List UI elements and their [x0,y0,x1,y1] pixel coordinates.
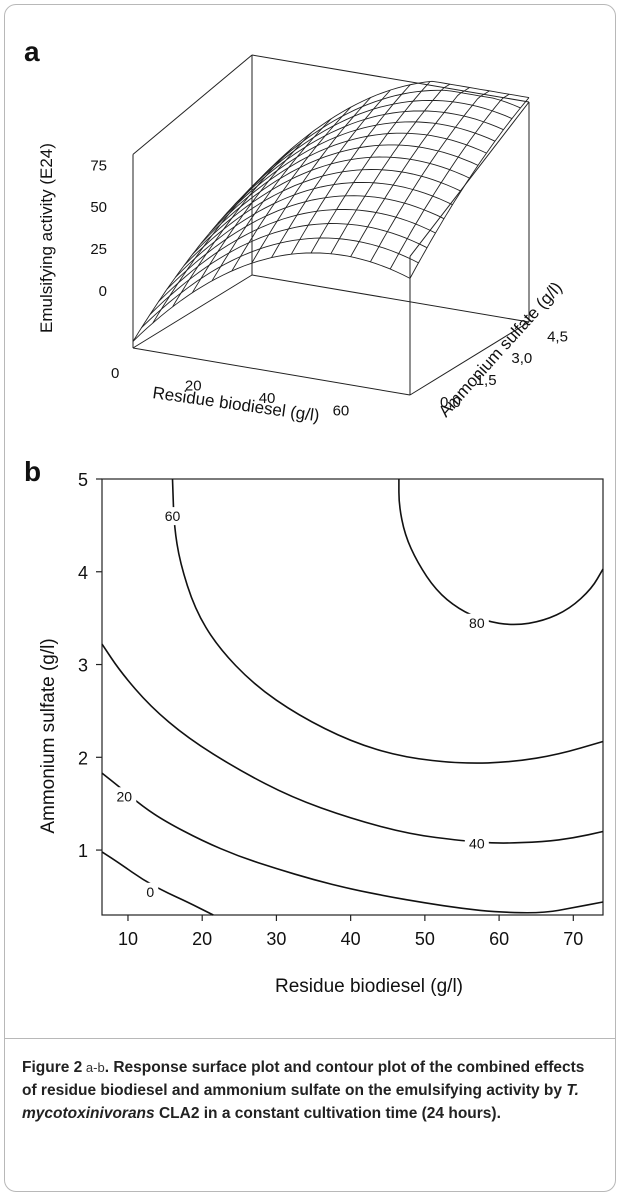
caption-divider [4,1038,616,1039]
contour-label-bg [160,507,185,526]
contour-line-60 [171,478,604,764]
contour-y-label: Ammonium sulfate (g/l) [38,638,59,833]
surface-z-label: Emulsifying activity (E24) [37,143,56,333]
box-edge [251,54,530,103]
z-tick-label: 75 [90,157,107,174]
surface-grid-line [350,87,470,257]
caption-text-after: CLA2 in a constant cultivation time (24 … [154,1105,501,1122]
surface-y-label: Ammonium sulfate (g/l) [435,278,566,421]
y-tick-label: 0,0 [440,394,461,411]
x-tick-label: 70 [563,929,583,949]
x-tick-mark [131,348,133,355]
box-edge [132,274,253,349]
x-tick-label: 40 [259,390,276,407]
surface-grid-line [166,195,445,290]
y-tick-label: 1 [78,841,88,861]
x-tick-label: 20 [192,929,212,949]
box-edge [132,54,253,155]
contour-line-40 [101,643,604,844]
surface-grid-line [192,156,470,255]
caption-figure-number: Figure 2 [22,1059,83,1076]
x-tick-label: 10 [118,929,138,949]
z-tick-label: 0 [99,283,107,300]
contour-label-bg [464,613,489,632]
surface-grid-line [175,181,453,278]
surface-x-label: Residue biodiesel (g/l) [151,383,320,425]
x-tick-label: 40 [341,929,361,949]
contour-line-80 [398,479,604,626]
y-tick-label: 3 [78,656,88,676]
figure-frame [4,4,616,1192]
surface-grid-line [217,121,496,224]
contour-ticks: 10 20 30 40 50 60 70 1 2 3 4 5 [78,470,583,949]
x-tick-label: 30 [266,929,286,949]
surface-grid-line [290,84,411,255]
box-edge [409,321,530,396]
contour-line-20 [101,772,604,914]
y-tick-label: 3,0 [511,350,532,367]
box-edge [409,101,530,257]
figure-caption: Figure 2 a-b. Response surface plot and … [22,1056,602,1125]
y-tick-label: 1,5 [476,372,497,389]
contour-label-bg [464,834,489,853]
surface-mesh [132,80,530,342]
caption-text-before: . Response surface plot and contour plot… [22,1059,585,1099]
surface-grid-line [183,169,462,266]
surface-ticks: 0 25 50 75 0 20 40 60 0,0 1,5 3,0 4,5 [90,157,568,419]
contour-label-60: 60 [165,508,181,524]
surface-grid-line [389,93,510,270]
contour-plot-area [101,478,604,916]
surface-grid-line [209,132,487,234]
surface-grid-line [141,237,419,329]
box-edge [132,347,411,396]
surface-grid-line [200,144,479,244]
surface-grid-line [172,148,292,308]
y-tick-label: 4,5 [547,328,568,345]
surface-grid-line [149,223,428,315]
y-tick-mark [410,395,418,397]
y-tick-mark [446,373,454,375]
x-tick-label: 0 [111,365,119,382]
surface-bounding-box [132,54,530,396]
panel-b-label: b [24,456,42,487]
surface-grid-line [234,99,513,205]
caption-species: T. mycotoxinivorans [22,1082,579,1122]
contour-label-bg [142,882,159,901]
box-edge [251,274,530,323]
z-tick-label: 50 [90,199,107,216]
x-tick-mark [205,361,207,368]
contour-label-bg [112,787,137,806]
surface-plot: 0 25 50 75 0 20 40 60 0,0 1,5 3,0 4,5 Emulsifying a… [37,54,568,425]
surface-grid-line [132,252,411,342]
y-tick-label: 5 [78,470,88,490]
y-tick-label: 4 [78,563,88,583]
x-tick-label: 50 [415,929,435,949]
contour-lines [101,478,604,916]
contour-label-40: 40 [469,836,485,852]
x-tick-mark [279,373,281,380]
contour-label-0: 0 [146,884,154,900]
contour-x-label: Residue biodiesel (g/l) [275,976,463,997]
x-tick-label: 20 [185,378,202,395]
panel-a-label: a [24,36,40,67]
z-tick-label: 25 [90,241,107,258]
contour-plot: 60 80 20 40 0 10 20 30 40 50 60 70 1 2 3 4 5 Residue bi… [38,470,604,997]
contour-label-20: 20 [116,788,132,804]
surface-grid-line [251,80,530,188]
contour-label-80: 80 [469,615,485,631]
caption-panel-range: a-b [82,1060,105,1075]
y-tick-label: 2 [78,748,88,768]
surface-grid-line [158,209,436,302]
x-tick-mark [353,386,355,393]
surface-grid-line [226,110,504,214]
contour-labels: 60 80 20 40 0 [112,507,489,901]
x-tick-label: 60 [333,403,350,420]
surface-grid-line [243,89,521,196]
x-tick-label: 60 [489,929,509,949]
